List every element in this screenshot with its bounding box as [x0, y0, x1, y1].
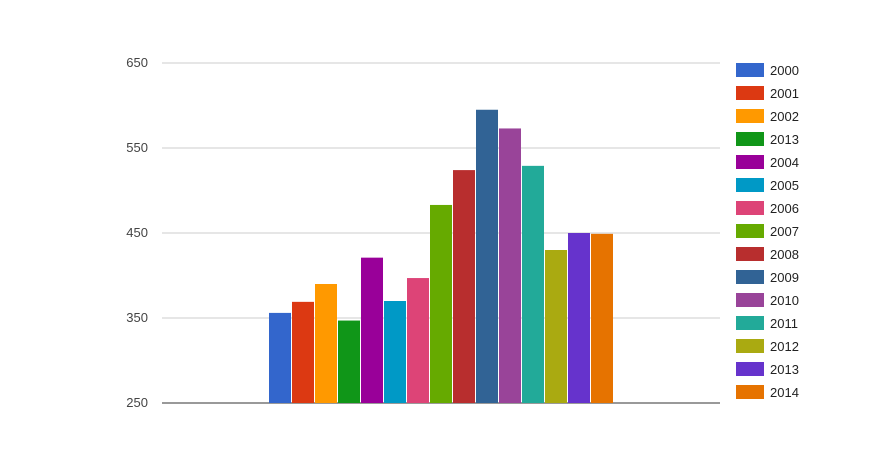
bar-2004[interactable] [361, 257, 383, 403]
legend-item-2005[interactable]: 2005 [736, 178, 799, 193]
legend-swatch [736, 316, 764, 330]
legend-item-2004[interactable]: 2004 [736, 155, 799, 170]
legend-swatch [736, 385, 764, 399]
y-axis-ticks: 250 350 450 550 650 [126, 55, 148, 410]
legend-swatch [736, 155, 764, 169]
legend[interactable]: 2000 2001 2002 2013 2004 2005 2006 2007 2008 2009… [736, 63, 799, 400]
legend-swatch [736, 362, 764, 376]
legend-label: 2002 [770, 109, 799, 124]
bar-2001[interactable] [292, 301, 314, 403]
legend-item-2013[interactable]: 2013 [736, 362, 799, 377]
legend-swatch [736, 201, 764, 215]
legend-item-2001[interactable]: 2001 [736, 86, 799, 101]
legend-label: 2011 [770, 316, 798, 331]
legend-swatch [736, 132, 764, 146]
legend-swatch [736, 109, 764, 123]
legend-label: 2013 [770, 132, 799, 147]
legend-label: 2007 [770, 224, 799, 239]
y-tick-label: 450 [126, 225, 148, 240]
legend-item-2010[interactable]: 2010 [736, 293, 799, 308]
legend-item-2006[interactable]: 2006 [736, 201, 799, 216]
legend-item-2011[interactable]: 2011 [736, 316, 798, 331]
legend-label: 2001 [770, 86, 799, 101]
legend-item-2002[interactable]: 2002 [736, 109, 799, 124]
bar-2010[interactable] [499, 128, 521, 403]
legend-label: 2009 [770, 270, 799, 285]
bar-2011[interactable] [522, 165, 544, 403]
bar-2005[interactable] [384, 301, 406, 403]
legend-swatch [736, 293, 764, 307]
legend-item-2014[interactable]: 2014 [736, 385, 799, 400]
bar-2013[interactable] [568, 233, 590, 403]
legend-label: 2013 [770, 362, 799, 377]
legend-label: 2008 [770, 247, 799, 262]
legend-label: 2012 [770, 339, 799, 354]
legend-item-2008[interactable]: 2008 [736, 247, 799, 262]
bar-2000[interactable] [269, 312, 291, 403]
bar-2007[interactable] [430, 204, 452, 403]
bar-2012[interactable] [545, 250, 567, 403]
bar-2014[interactable] [591, 233, 613, 403]
legend-label: 2005 [770, 178, 799, 193]
legend-label: 2010 [770, 293, 799, 308]
legend-item-2000[interactable]: 2000 [736, 63, 799, 78]
legend-label: 2006 [770, 201, 799, 216]
bar-2008[interactable] [453, 170, 475, 403]
y-tick-label: 250 [126, 395, 148, 410]
y-tick-label: 350 [126, 310, 148, 325]
legend-item-2009[interactable]: 2009 [736, 270, 799, 285]
legend-swatch [736, 86, 764, 100]
legend-item-2012[interactable]: 2012 [736, 339, 799, 354]
legend-label: 2004 [770, 155, 799, 170]
bars [269, 109, 613, 403]
legend-swatch [736, 339, 764, 353]
y-tick-label: 650 [126, 55, 148, 70]
bar-2013[interactable] [338, 320, 360, 403]
legend-swatch [736, 270, 764, 284]
y-tick-label: 550 [126, 140, 148, 155]
legend-swatch [736, 63, 764, 77]
legend-swatch [736, 247, 764, 261]
legend-label: 2000 [770, 63, 799, 78]
legend-swatch [736, 224, 764, 238]
bar-2009[interactable] [476, 109, 498, 403]
bar-2002[interactable] [315, 284, 337, 403]
legend-item-2007[interactable]: 2007 [736, 224, 799, 239]
legend-label: 2014 [770, 385, 799, 400]
legend-item-2013[interactable]: 2013 [736, 132, 799, 147]
bar-2006[interactable] [407, 278, 429, 403]
legend-swatch [736, 178, 764, 192]
